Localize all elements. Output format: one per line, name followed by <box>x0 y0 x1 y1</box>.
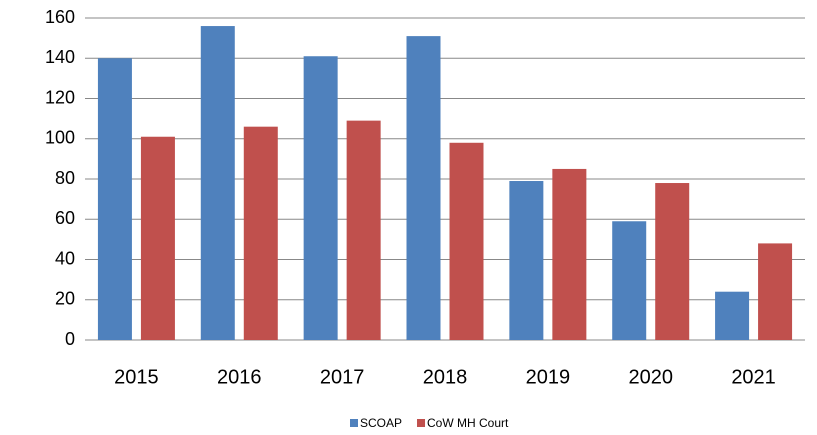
y-tick-label: 40 <box>55 248 75 268</box>
y-tick-label: 80 <box>55 168 75 188</box>
legend-label: SCOAP <box>360 416 402 430</box>
bar <box>346 120 381 340</box>
x-tick-label: 2017 <box>320 366 365 388</box>
legend-label: CoW MH Court <box>427 416 509 430</box>
bar <box>303 56 338 341</box>
legend-swatch <box>417 419 426 427</box>
bar <box>97 58 132 340</box>
bar <box>552 168 587 340</box>
bar <box>715 291 750 340</box>
y-tick-label: 100 <box>45 128 75 148</box>
bar <box>655 183 690 340</box>
bar <box>509 181 544 340</box>
x-tick-label: 2015 <box>114 366 159 388</box>
x-tick-label: 2021 <box>731 366 776 388</box>
bar <box>200 26 235 341</box>
y-tick-label: 160 <box>45 7 75 27</box>
y-tick-label: 60 <box>55 208 75 228</box>
y-tick-label: 20 <box>55 289 75 309</box>
bar <box>449 142 484 340</box>
x-tick-label: 2016 <box>217 366 262 388</box>
bar <box>612 221 647 340</box>
bar <box>140 136 175 340</box>
bar <box>406 36 441 341</box>
legend-swatch <box>350 419 358 427</box>
x-tick-label: 2019 <box>526 366 571 388</box>
bar <box>758 243 793 340</box>
x-tick-label: 2018 <box>423 366 468 388</box>
y-tick-label: 0 <box>65 329 75 349</box>
y-tick-label: 120 <box>45 87 75 107</box>
x-tick-label: 2020 <box>628 366 673 388</box>
bar <box>243 126 278 340</box>
y-tick-label: 140 <box>45 47 75 67</box>
